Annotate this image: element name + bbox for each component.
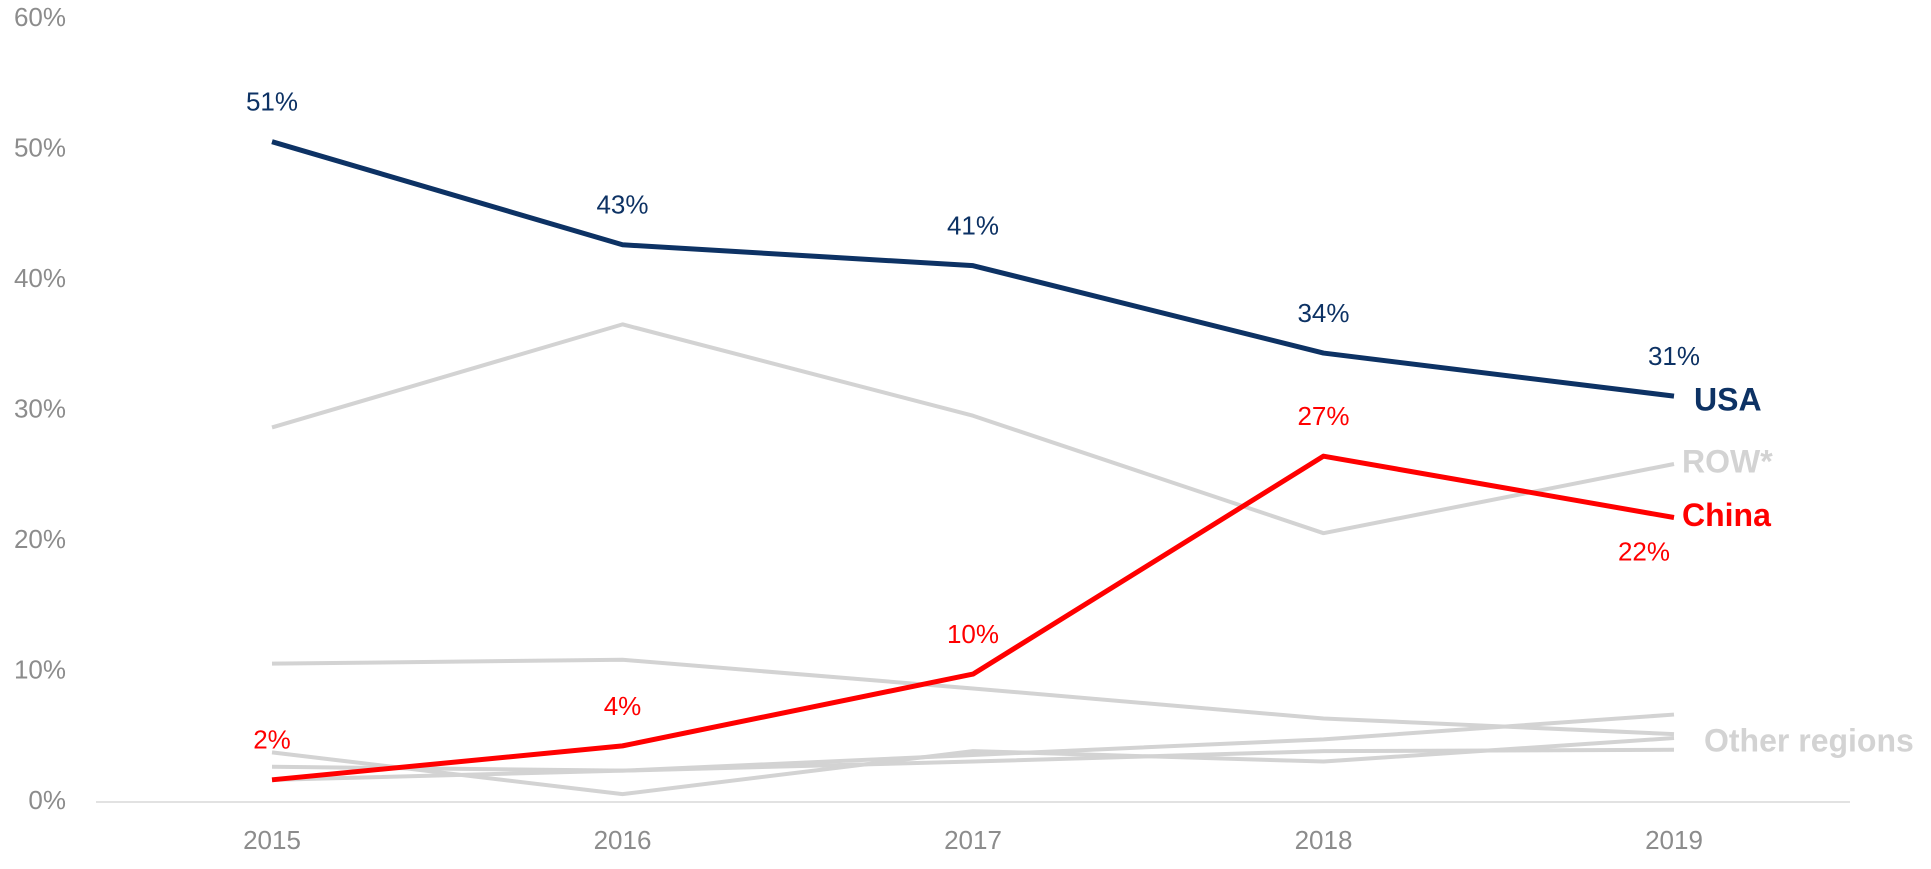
data-label: 43%: [596, 190, 648, 220]
y-tick-label: 60%: [14, 2, 66, 32]
series-line: [271, 139, 1675, 399]
x-tick-label: 2015: [243, 825, 301, 855]
x-tick-label: 2018: [1295, 825, 1353, 855]
data-label: 41%: [947, 211, 999, 241]
data-label: 51%: [246, 87, 298, 117]
series-line: [271, 736, 1675, 797]
data-label: 22%: [1618, 536, 1670, 566]
data-label: 31%: [1648, 341, 1700, 371]
y-tick-label: 0%: [28, 785, 66, 815]
series-line: [271, 712, 1675, 773]
series-line: [271, 657, 1675, 737]
series-line: [271, 322, 1675, 536]
y-tick-label: 50%: [14, 132, 66, 162]
series-line: [271, 747, 1675, 782]
series-label: China: [1682, 497, 1771, 533]
series-label: ROW*: [1682, 443, 1773, 479]
x-tick-label: 2017: [944, 825, 1002, 855]
x-tick-label: 2019: [1645, 825, 1703, 855]
data-label: 27%: [1297, 401, 1349, 431]
x-tick-label: 2016: [594, 825, 652, 855]
data-label: 2%: [253, 725, 291, 755]
series-label: Other regions: [1704, 722, 1914, 758]
series-label: USA: [1694, 382, 1762, 418]
y-tick-label: 10%: [14, 654, 66, 684]
y-tick-label: 20%: [14, 524, 66, 554]
series-line: [271, 453, 1675, 783]
y-tick-label: 30%: [14, 393, 66, 423]
y-tick-label: 40%: [14, 263, 66, 293]
data-label: 10%: [947, 619, 999, 649]
data-label: 34%: [1297, 298, 1349, 328]
data-label: 4%: [604, 691, 642, 721]
